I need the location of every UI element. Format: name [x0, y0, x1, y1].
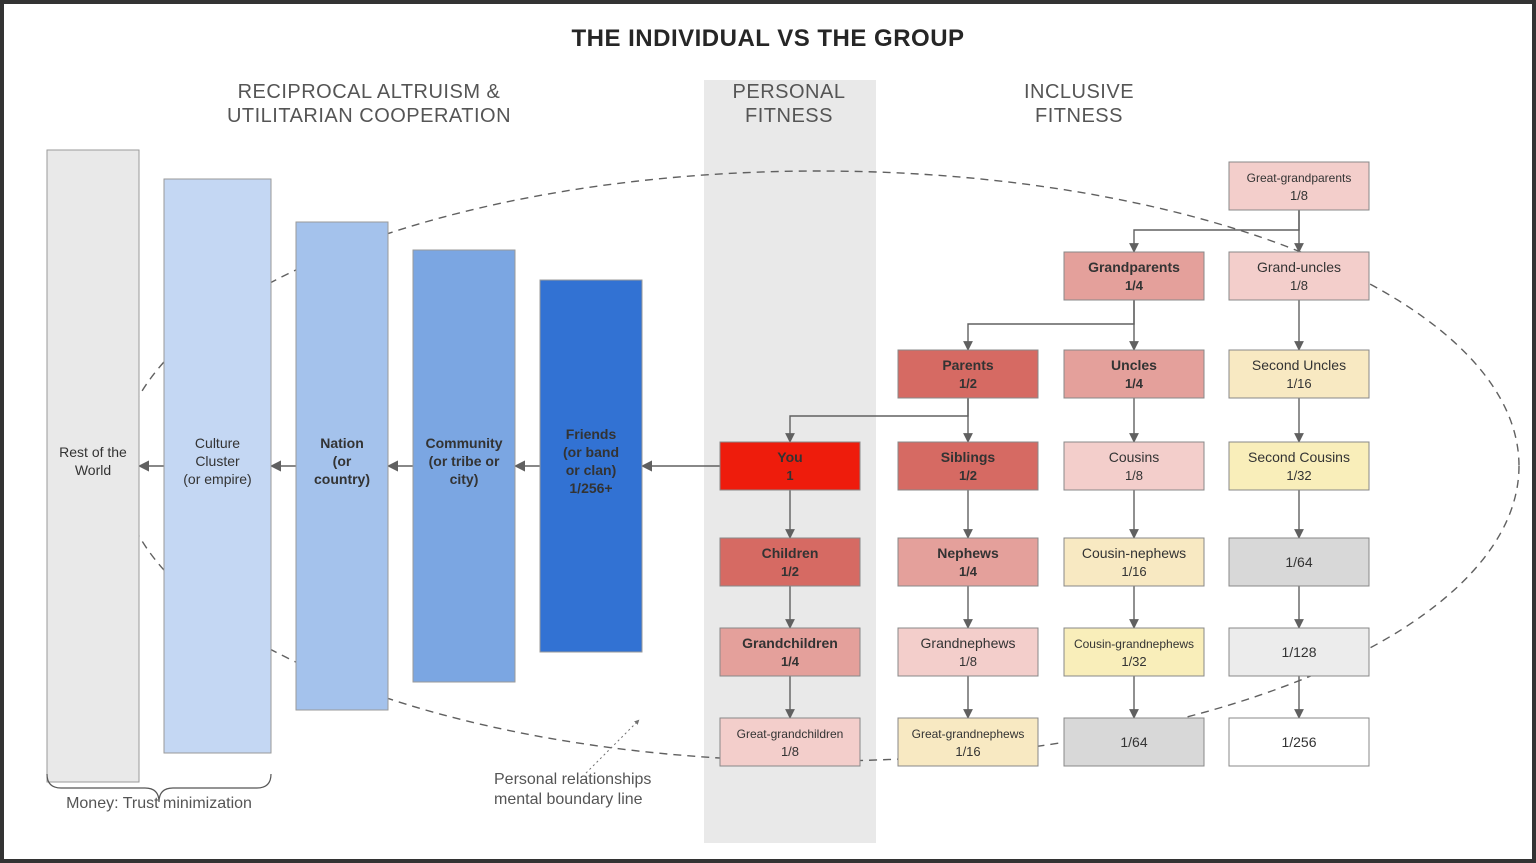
node-label-grandchildren: Grandchildren — [742, 635, 838, 651]
node-frac-col4-1-128: 1/128 — [1281, 644, 1316, 660]
ellipse-callout: Personal relationshipsmental boundary li… — [494, 771, 651, 808]
section-title-inclusive: INCLUSIVEFITNESS — [1024, 81, 1134, 127]
node-label-siblings: Siblings — [941, 449, 996, 465]
node-frac-cousin-grandnephews: 1/32 — [1121, 654, 1146, 669]
node-frac-col3-1-64: 1/64 — [1120, 734, 1147, 750]
node-label-parents: Parents — [942, 357, 994, 373]
node-frac-parents: 1/2 — [959, 376, 977, 391]
node-frac-grand-uncles: 1/8 — [1290, 278, 1308, 293]
node-frac-cousins: 1/8 — [1125, 468, 1143, 483]
node-label-great-grandchildren: Great-grandchildren — [737, 727, 844, 741]
node-frac-great-grandparents: 1/8 — [1290, 188, 1308, 203]
node-label-nephews: Nephews — [937, 545, 999, 561]
node-label-grandnephews: Grandnephews — [921, 635, 1016, 651]
node-frac-grandnephews: 1/8 — [959, 654, 977, 669]
node-frac-you: 1 — [786, 468, 793, 483]
node-label-cousins: Cousins — [1109, 449, 1160, 465]
section-title-reciprocal: RECIPROCAL ALTRUISM &UTILITARIAN COOPERA… — [227, 81, 511, 127]
edge-branch-2-1 — [968, 300, 1134, 350]
node-frac-cousin-nephews: 1/16 — [1121, 564, 1146, 579]
node-frac-col4-1-64: 1/64 — [1285, 554, 1312, 570]
node-label-cousin-nephews: Cousin-nephews — [1082, 545, 1186, 561]
money-label: Money: Trust minimization — [66, 795, 252, 812]
diagram-svg: Rest of theWorldCultureCluster(or empire… — [4, 4, 1532, 859]
node-frac-great-grandchildren: 1/8 — [781, 744, 799, 759]
main-title: THE INDIVIDUAL VS THE GROUP — [571, 25, 964, 52]
node-label-cousin-grandnephews: Cousin-grandnephews — [1074, 637, 1194, 651]
diagram-frame: Rest of theWorldCultureCluster(or empire… — [0, 0, 1536, 863]
node-label-grandparents: Grandparents — [1088, 259, 1180, 275]
node-label-great-grandnephews: Great-grandnephews — [912, 727, 1025, 741]
node-frac-second-uncles: 1/16 — [1286, 376, 1311, 391]
node-frac-nephews: 1/4 — [959, 564, 978, 579]
edge-branch-3-2 — [1134, 210, 1299, 252]
node-label-you: You — [777, 449, 802, 465]
node-label-second-cousins: Second Cousins — [1248, 449, 1350, 465]
node-frac-children: 1/2 — [781, 564, 799, 579]
node-frac-siblings: 1/2 — [959, 468, 977, 483]
node-label-uncles: Uncles — [1111, 357, 1157, 373]
node-frac-great-grandnephews: 1/16 — [955, 744, 980, 759]
node-frac-grandchildren: 1/4 — [781, 654, 800, 669]
node-label-great-grandparents: Great-grandparents — [1247, 171, 1352, 185]
node-label-second-uncles: Second Uncles — [1252, 357, 1346, 373]
node-label-children: Children — [762, 545, 819, 561]
node-frac-grandparents: 1/4 — [1125, 278, 1144, 293]
node-frac-col4-1-256: 1/256 — [1281, 734, 1316, 750]
node-label-grand-uncles: Grand-uncles — [1257, 259, 1341, 275]
node-frac-uncles: 1/4 — [1125, 376, 1144, 391]
ellipse-callout-pointer — [586, 720, 639, 773]
node-frac-second-cousins: 1/32 — [1286, 468, 1311, 483]
